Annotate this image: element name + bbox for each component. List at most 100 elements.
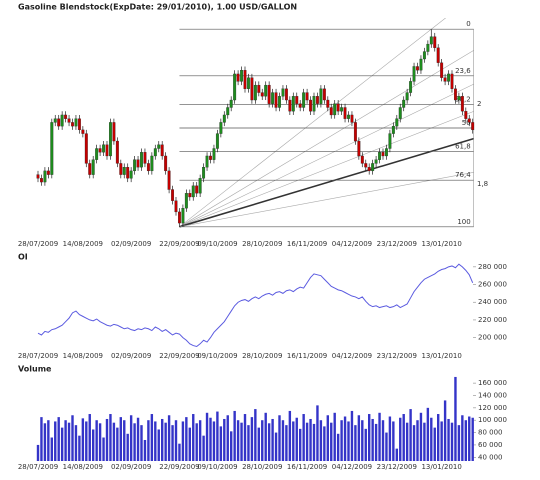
volume-bar	[78, 435, 81, 461]
candle-body	[364, 163, 368, 168]
x-tick-label: 13/01/2010	[421, 240, 461, 248]
candle-body	[371, 163, 375, 172]
candle-body	[284, 88, 288, 101]
candle-body	[240, 70, 243, 82]
fib-label: 0	[466, 20, 470, 28]
volume-bar	[216, 411, 219, 461]
volume-bar	[119, 417, 122, 461]
volume-bar	[88, 414, 91, 461]
candle-body	[333, 103, 337, 116]
volume-bar	[312, 423, 316, 461]
candle-body	[291, 96, 295, 112]
volume-bar	[281, 420, 285, 461]
candle-body	[222, 114, 226, 123]
volume-bar	[240, 422, 243, 461]
x-tick-label: 16/11/2009	[287, 463, 327, 471]
fan-annotation: 1,8	[477, 180, 488, 188]
volume-bar	[333, 412, 336, 461]
x-tick-label: 13/01/2010	[421, 352, 461, 360]
volume-bar	[236, 420, 240, 461]
volume-bar	[402, 414, 405, 461]
y-tick-label: 60 000	[478, 441, 503, 449]
candle-body	[295, 96, 299, 104]
fib-label: 100	[457, 218, 470, 226]
volume-bar	[50, 437, 53, 461]
volume-bar	[430, 417, 433, 461]
x-tick-label: 16/11/2009	[287, 240, 327, 248]
candle-body	[436, 47, 440, 63]
candle-body	[391, 125, 395, 134]
candle-body	[115, 140, 119, 164]
y-tick-label: 100 000	[478, 416, 507, 424]
candle-body	[150, 155, 154, 172]
volume-bar	[223, 418, 226, 461]
panel-title: Volume	[18, 365, 52, 374]
volume-bar	[368, 414, 371, 461]
volume-bar	[67, 422, 71, 461]
candle-body	[336, 103, 340, 112]
volume-bar	[278, 415, 281, 461]
candle-body	[443, 77, 447, 82]
candle-body	[419, 58, 423, 71]
volume-bar	[95, 420, 98, 461]
candle-body	[329, 107, 333, 116]
candle-body	[264, 84, 268, 97]
x-tick-label: 02/09/2009	[111, 352, 151, 360]
candle-body	[198, 178, 202, 194]
volume-bar	[85, 421, 88, 461]
candle-body	[422, 51, 426, 60]
candle-body	[267, 84, 271, 104]
x-tick-label: 28/07/2009	[18, 240, 58, 248]
candle-body	[233, 73, 237, 101]
volume-bar	[212, 421, 216, 461]
volume-bar	[181, 421, 185, 461]
candle-body	[46, 170, 50, 175]
candle-body	[326, 99, 330, 108]
x-tick-label: 28/07/2009	[18, 352, 58, 360]
volume-bar	[188, 427, 191, 461]
candle-body	[305, 92, 309, 101]
y-tick-label: 40 000	[478, 453, 503, 461]
candle-body	[171, 189, 174, 201]
volume-bar	[154, 421, 157, 461]
volume-bar	[157, 429, 160, 461]
candle-body	[260, 92, 264, 97]
volume-bar	[60, 427, 64, 461]
volume-bar	[326, 415, 329, 461]
candle-body	[405, 92, 409, 101]
candle-body	[174, 200, 178, 213]
candle-body	[447, 73, 450, 82]
volume-bar	[409, 409, 412, 461]
volume-bar	[381, 420, 385, 461]
candle-body	[157, 144, 161, 149]
candle-body	[281, 88, 285, 97]
volume-bar	[150, 414, 154, 461]
volume-bar	[295, 417, 298, 461]
candle-body	[202, 167, 206, 179]
y-tick-label: 80 000	[478, 429, 503, 437]
candle-body	[440, 62, 444, 78]
candle-body	[357, 140, 361, 157]
volume-bar	[40, 417, 43, 461]
candle-body	[119, 163, 123, 175]
y-tick-label: 120 000	[478, 404, 507, 412]
volume-bar	[274, 432, 278, 461]
candle-body	[433, 36, 437, 48]
volume-bar	[271, 418, 274, 461]
volume-bar	[192, 414, 195, 461]
fan-line	[179, 83, 474, 228]
y-tick-label: 280 000	[478, 263, 507, 271]
volume-bar	[412, 425, 416, 461]
candle-body	[146, 163, 150, 172]
candle-body	[460, 96, 464, 112]
candle-body	[288, 99, 292, 112]
candle-body	[340, 107, 344, 112]
volume-bar	[47, 420, 50, 461]
candle-body	[398, 107, 402, 119]
x-tick-label: 14/08/2009	[63, 240, 103, 248]
volume-bar	[116, 427, 119, 461]
volume-bar	[254, 409, 257, 461]
volume-bar	[354, 425, 357, 461]
volume-bar	[123, 420, 126, 461]
